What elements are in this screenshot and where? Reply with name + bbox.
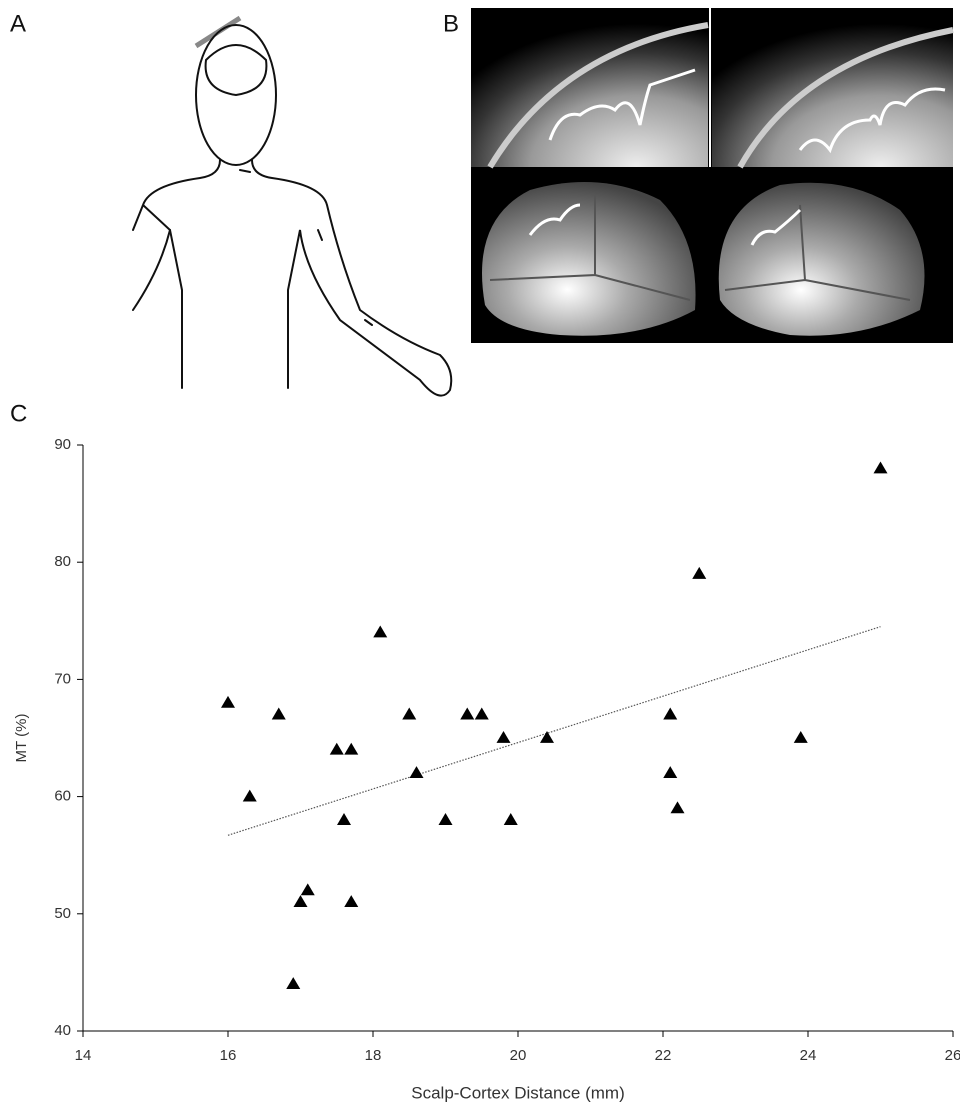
trend-line (227, 626, 881, 836)
data-point (692, 566, 707, 579)
mri-images (471, 8, 954, 343)
y-tick-label: 60 (54, 788, 71, 805)
data-point (344, 742, 359, 755)
data-point (793, 731, 808, 743)
data-point (344, 895, 359, 907)
data-point (503, 813, 518, 825)
x-tick-label: 20 (510, 1047, 527, 1064)
data-point (474, 707, 489, 720)
data-point (242, 789, 257, 802)
y-axis-title: MT (%) (13, 714, 30, 763)
data-point (496, 731, 511, 743)
x-tick-label: 24 (800, 1047, 817, 1064)
data-point (300, 883, 315, 896)
y-tick-label: 90 (54, 436, 71, 453)
data-point (663, 707, 678, 720)
x-tick-label: 16 (220, 1047, 237, 1064)
body-illustration (132, 15, 453, 397)
data-point (670, 801, 685, 814)
data-point (438, 813, 453, 825)
data-point (373, 625, 388, 638)
x-tick-label: 14 (75, 1047, 92, 1064)
panel-label: A (10, 10, 26, 37)
data-point (271, 707, 286, 720)
x-tick-label: 18 (365, 1047, 382, 1064)
y-tick-label: 80 (54, 553, 71, 570)
data-point (663, 766, 678, 779)
panel-label: B (443, 10, 459, 37)
data-point (337, 813, 351, 825)
data-point (329, 742, 344, 755)
scatter-plot: Scalp-Cortex Distance (mm) MT (%) 40 50 60… (13, 436, 960, 1103)
x-axis-title: Scalp-Cortex Distance (mm) (411, 1083, 625, 1102)
data-point (293, 895, 308, 907)
panel-label: C (10, 400, 27, 427)
data-point (221, 695, 235, 708)
data-point (402, 707, 417, 720)
data-point (409, 766, 424, 779)
data-point (286, 977, 301, 990)
data-point (873, 461, 888, 474)
data-point (540, 731, 554, 743)
x-tick-label: 26 (945, 1047, 960, 1064)
x-tick-label: 22 (655, 1047, 672, 1064)
y-tick-label: 70 (54, 670, 71, 687)
y-tick-label: 50 (54, 905, 71, 922)
data-point (460, 707, 475, 720)
y-tick-label: 40 (54, 1022, 71, 1039)
